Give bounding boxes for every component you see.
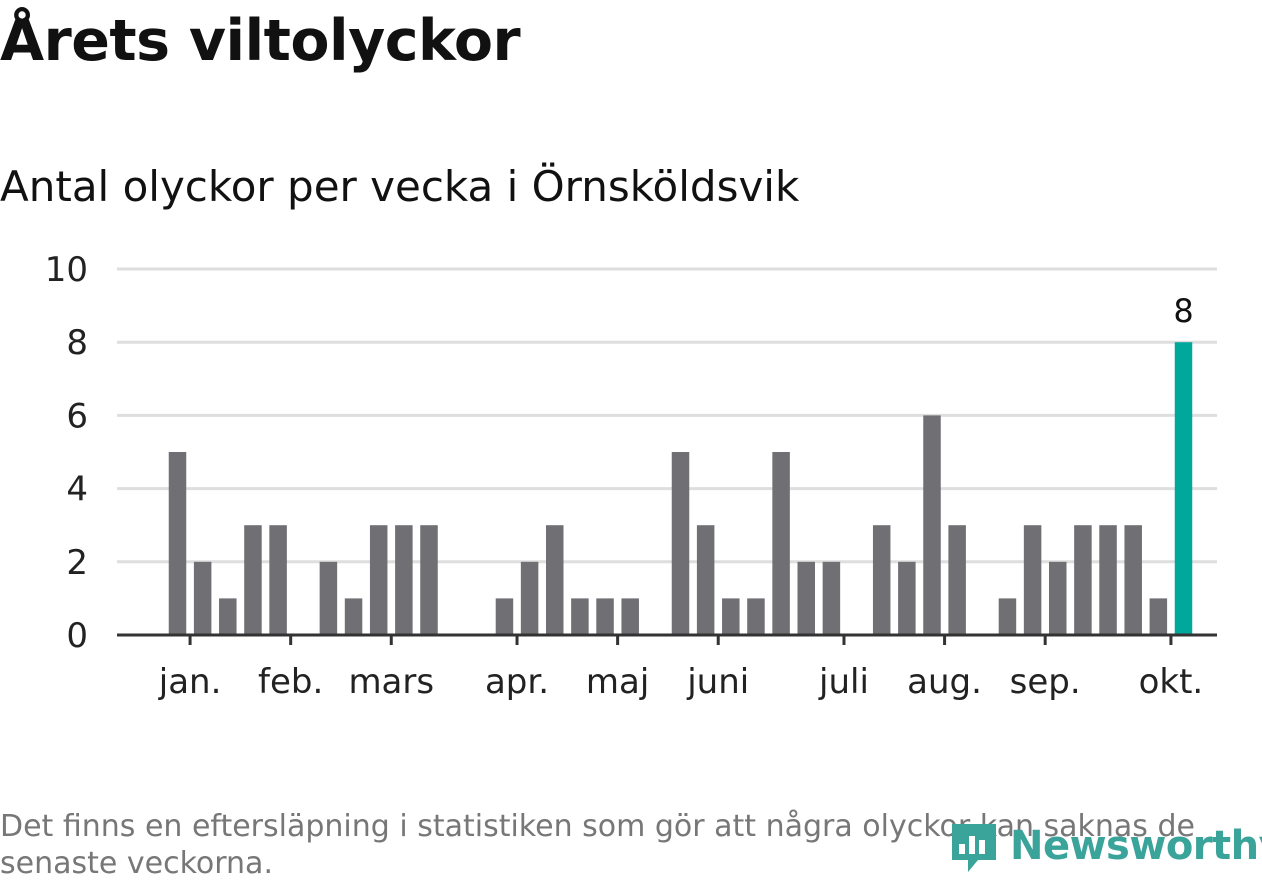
y-tick-label: 2 [66, 543, 88, 583]
bar [495, 598, 514, 635]
x-tick-label: aug. [907, 662, 982, 702]
bar [872, 525, 891, 635]
x-axis-ticks: jan. feb. mars apr. maj juni juli aug. sep. okt. [158, 635, 1203, 702]
bar [671, 452, 690, 635]
bar [948, 525, 966, 635]
y-tick-label: 10 [45, 250, 88, 290]
bar [344, 598, 363, 635]
chart-subtitle: Antal olyckor per vecka i Örnsköldsvik [0, 162, 800, 211]
bar [923, 415, 941, 635]
newsworthy-logo: Newsworthy [948, 818, 1262, 874]
bar [1124, 525, 1142, 635]
bar [168, 452, 187, 635]
bar [998, 598, 1017, 635]
bar [269, 525, 287, 635]
bar [420, 525, 438, 635]
logo-text: Newsworthy [1010, 823, 1262, 869]
bar [244, 525, 262, 635]
bar [772, 452, 790, 635]
y-tick-label: 6 [66, 396, 88, 436]
bar [1149, 598, 1168, 635]
bar [193, 561, 212, 635]
bar [546, 525, 564, 635]
chart-title: Årets viltolyckor [0, 8, 521, 74]
data-labels: 8 [1173, 292, 1193, 330]
bar [1023, 525, 1042, 635]
bars [168, 342, 1193, 635]
x-tick-label: maj [586, 662, 649, 702]
bar [319, 561, 338, 635]
bar [596, 598, 614, 635]
bar [1074, 525, 1092, 635]
x-tick-label: apr. [485, 662, 549, 702]
x-tick-label: sep. [1010, 662, 1081, 702]
bar-chart: 0 2 4 6 8 10 jan. feb. mars apr. maj juni juli aug. s… [45, 250, 1217, 702]
bar-highlight [1174, 342, 1193, 635]
x-tick-label: jan. [158, 662, 222, 702]
y-tick-label: 0 [66, 616, 88, 656]
x-tick-label: juni [686, 662, 749, 702]
bar [520, 561, 539, 635]
bar [747, 598, 765, 635]
y-tick-label: 4 [66, 470, 88, 510]
x-tick-label: juli [818, 662, 869, 702]
bar [621, 598, 639, 635]
x-tick-label: feb. [258, 662, 323, 702]
bar [696, 525, 715, 635]
bar [822, 561, 841, 635]
y-axis-ticks: 0 2 4 6 8 10 [45, 250, 88, 656]
gridlines [117, 267, 1217, 564]
bar [1049, 561, 1067, 635]
y-tick-label: 8 [66, 323, 88, 363]
bar [395, 525, 413, 635]
bar [571, 598, 589, 635]
bar [797, 561, 815, 635]
bar [1099, 525, 1117, 635]
bar [898, 561, 916, 635]
data-label: 8 [1173, 292, 1193, 330]
x-tick-label: mars [348, 662, 434, 702]
bar [219, 598, 237, 635]
x-tick-label: okt. [1139, 662, 1204, 702]
newsworthy-logo-icon [952, 824, 996, 872]
bar [722, 598, 740, 635]
bar [369, 525, 388, 635]
